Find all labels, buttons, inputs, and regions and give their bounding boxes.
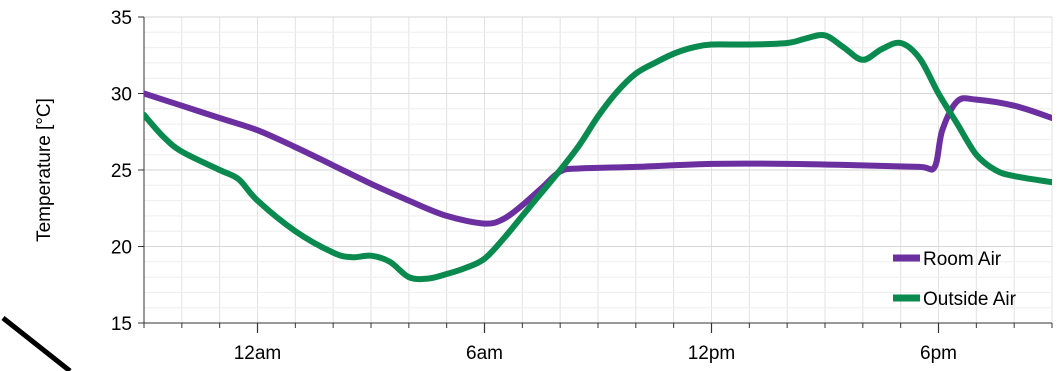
x-tick-label: 12am [234,343,282,364]
y-tick-label: 25 [111,161,132,182]
x-tick-label: 6am [466,343,503,364]
y-tick-label: 15 [111,314,132,335]
axes [138,16,1053,333]
y-tick-label: 30 [111,85,132,106]
series-lines [144,32,1052,283]
legend-label: Outside Air [923,289,1017,310]
outside-air-line [144,32,1052,283]
x-tick-label: 12pm [688,343,736,364]
y-tick-label: 35 [111,8,132,29]
tick-labels: 15 20 25 30 35 12am 6am 12pm 6pm [111,8,957,364]
legend: Room Air Outside Air [893,249,1017,310]
decorative-black-line [1,316,72,371]
y-axis-title: Temperature [°C] [34,98,55,242]
x-tick-label: 6pm [920,343,957,364]
legend-label: Room Air [923,249,1002,270]
y-tick-label: 20 [111,238,132,259]
